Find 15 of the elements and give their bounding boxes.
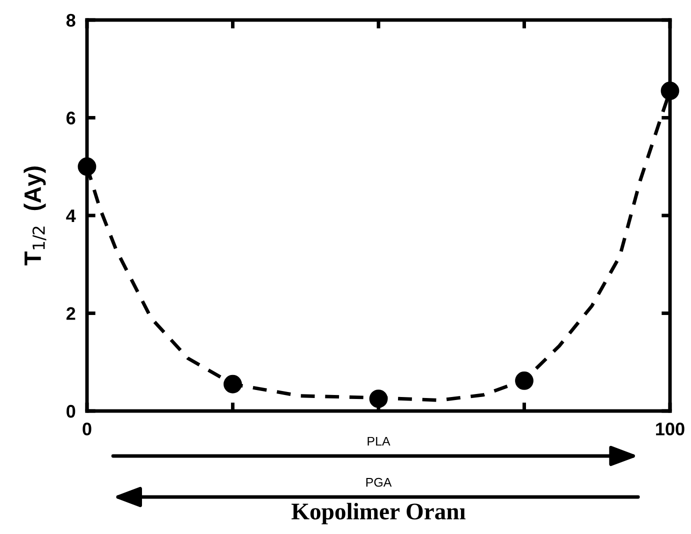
text: PGA <box>366 478 392 487</box>
x-axis-title: Kopolimer Oranı <box>292 502 466 524</box>
y-tick-label: 2 <box>66 307 76 320</box>
y-tick-label: 8 <box>66 14 76 27</box>
point <box>369 390 388 408</box>
point <box>78 157 96 176</box>
y-tick-label: 0 <box>66 404 76 418</box>
text: PLA <box>368 436 390 446</box>
y-tick-label: 4 <box>66 210 76 222</box>
point <box>660 82 680 100</box>
y-tick-label: 6 <box>66 112 76 124</box>
point <box>515 371 534 390</box>
x-tick-label: 100 <box>656 422 684 436</box>
point <box>224 374 242 394</box>
y-axis-title: T$_{1/2}$ (Ay) <box>24 166 46 266</box>
